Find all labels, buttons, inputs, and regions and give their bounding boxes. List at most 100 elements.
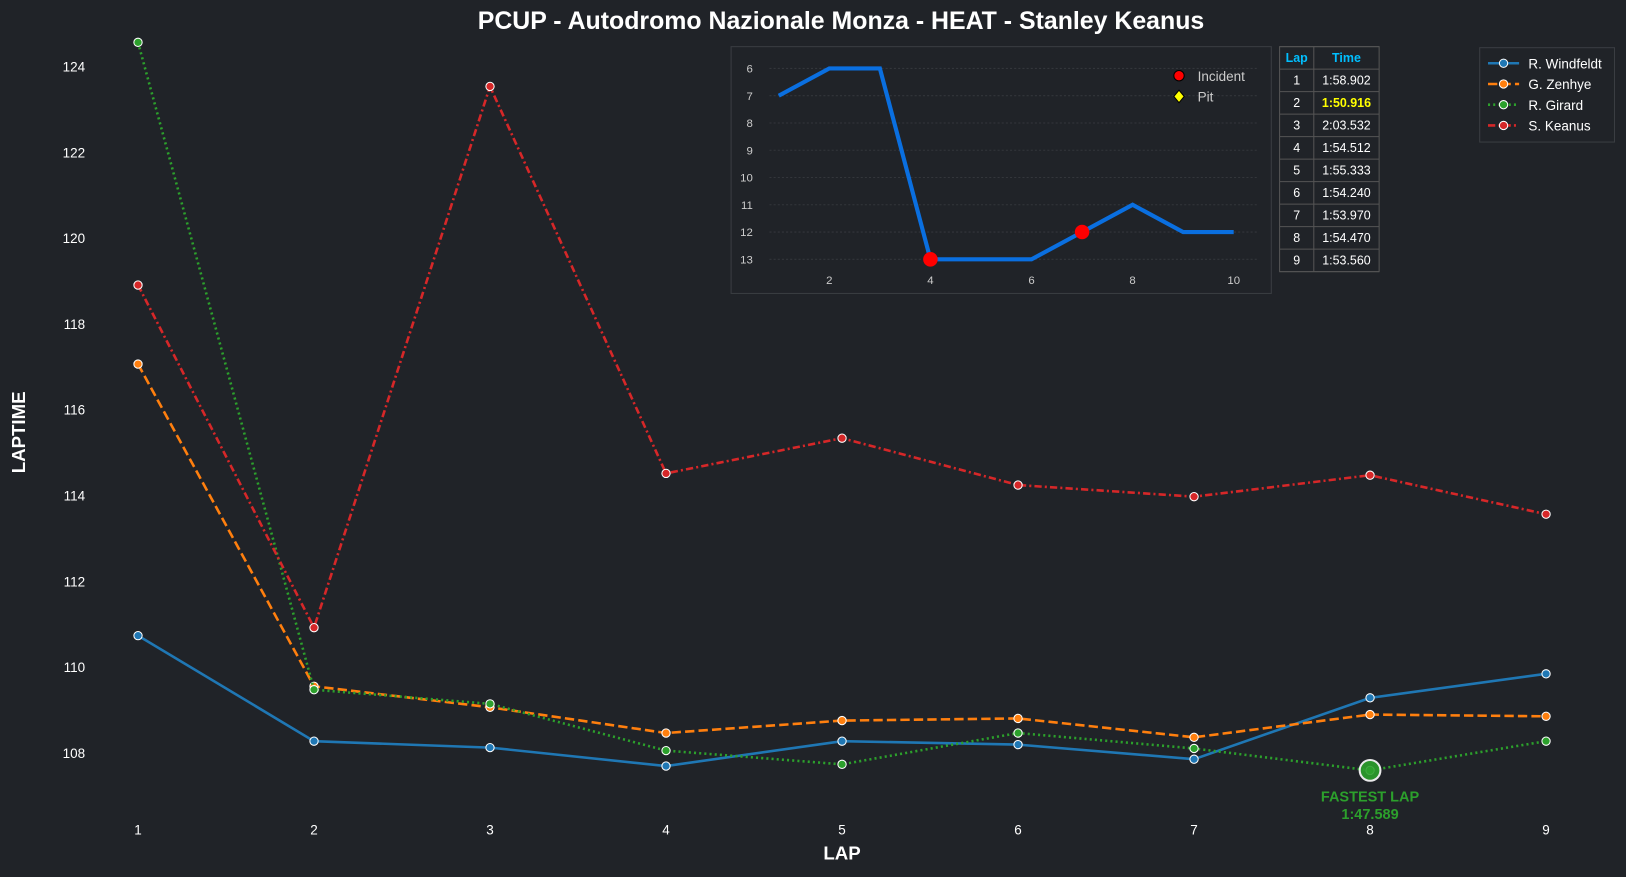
data-point xyxy=(1541,736,1551,746)
data-point xyxy=(1189,743,1199,754)
table-cell-time: 1:50.916 xyxy=(1322,96,1371,110)
x-tick-label: 4 xyxy=(662,823,670,838)
inset-legend-pit: Pit xyxy=(1198,90,1214,105)
y-tick-label: 108 xyxy=(63,746,85,761)
legend-marker-icon xyxy=(1498,120,1509,131)
inset-y-tick-label: 7 xyxy=(747,91,753,103)
table-cell-lap: 1 xyxy=(1293,74,1300,88)
data-point xyxy=(1013,728,1023,738)
legend-marker-icon xyxy=(1498,58,1509,68)
data-point xyxy=(661,728,671,738)
data-point xyxy=(485,81,495,92)
data-point xyxy=(1365,709,1375,720)
inset-y-tick-label: 10 xyxy=(740,173,753,185)
data-point xyxy=(1013,739,1023,750)
x-axis-label: LAP xyxy=(823,843,860,864)
data-point xyxy=(1013,480,1023,490)
data-point xyxy=(485,742,495,753)
data-point xyxy=(309,685,319,695)
data-point xyxy=(1189,732,1199,742)
incident-legend-icon xyxy=(1173,69,1185,82)
inset-y-tick-label: 12 xyxy=(740,227,753,239)
data-point xyxy=(133,630,143,641)
data-point xyxy=(837,715,847,726)
data-point xyxy=(133,359,143,369)
inset-legend-incident: Incident xyxy=(1198,69,1245,84)
data-point xyxy=(485,699,495,709)
x-tick-label: 3 xyxy=(486,823,494,838)
x-tick-label: 5 xyxy=(838,823,846,838)
y-tick-label: 112 xyxy=(64,574,85,589)
table-header: Lap xyxy=(1286,51,1309,65)
legend-entry-label: R. Windfeldt xyxy=(1528,56,1602,71)
table-header: Time xyxy=(1332,51,1361,65)
data-point xyxy=(1541,509,1551,519)
y-tick-label: 124 xyxy=(63,60,86,75)
data-point xyxy=(1013,713,1023,724)
fastest-lap-annotation: FASTEST LAP 1:47.589 xyxy=(1321,789,1420,823)
inset-x-tick-label: 2 xyxy=(826,275,832,287)
y-tick-label: 110 xyxy=(64,660,85,675)
chart-title: PCUP - Autodromo Nazionale Monza - HEAT … xyxy=(478,7,1205,35)
inset-x-tick-label: 10 xyxy=(1227,275,1240,287)
incident-marker xyxy=(923,252,938,267)
data-point xyxy=(1189,754,1199,764)
inset-y-tick-label: 13 xyxy=(740,254,753,266)
data-point xyxy=(309,622,319,633)
y-axis-label: LAPTIME xyxy=(8,391,29,473)
inset-y-tick-label: 11 xyxy=(741,200,753,212)
fastest-lap-marker xyxy=(1358,758,1382,782)
table-cell-lap: 3 xyxy=(1293,119,1300,133)
data-point xyxy=(837,759,847,770)
pit-legend-icon xyxy=(1173,89,1185,104)
table-cell-lap: 9 xyxy=(1293,254,1300,268)
x-tick-label: 9 xyxy=(1542,823,1550,838)
data-point xyxy=(1541,669,1551,679)
inset-position-line xyxy=(777,66,1234,262)
x-tick-label: 6 xyxy=(1014,823,1022,838)
lap-times-table: Lap Time 1 1:58.902 2 1:50.916 3 2:03.532 4 1:54.… xyxy=(1279,46,1380,273)
inset-x-tick-label: 8 xyxy=(1129,275,1135,287)
table-cell-time: 1:54.512 xyxy=(1322,141,1370,155)
y-tick-label: 122 xyxy=(63,145,85,160)
table-cell-time: 2:03.532 xyxy=(1322,119,1370,133)
table-cell-time: 1:55.333 xyxy=(1322,164,1370,178)
legend-entry-label: S. Keanus xyxy=(1528,119,1590,134)
data-point xyxy=(661,761,671,771)
y-tick-label: 116 xyxy=(64,403,85,418)
data-point xyxy=(1365,470,1375,480)
data-point xyxy=(837,433,847,443)
y-tick-label: 118 xyxy=(64,317,85,332)
table-cell-time: 1:58.902 xyxy=(1322,74,1370,88)
legend-marker-icon xyxy=(1498,100,1509,110)
table-cell-time: 1:54.470 xyxy=(1322,231,1370,245)
y-tick-label: 120 xyxy=(63,231,85,246)
data-point xyxy=(837,736,847,746)
x-tick-label: 1 xyxy=(134,823,142,838)
series-line-r-girard xyxy=(136,41,1547,772)
legend-entry-label: R. Girard xyxy=(1528,98,1583,113)
table-cell-lap: 5 xyxy=(1293,164,1300,178)
data-point xyxy=(661,468,671,479)
inset-x-tick-label: 6 xyxy=(1028,275,1034,287)
table-cell-lap: 6 xyxy=(1293,186,1300,200)
legend-entry-label: G. Zenhye xyxy=(1528,77,1591,92)
data-point xyxy=(1541,711,1551,721)
inset-y-tick-label: 8 xyxy=(747,118,753,130)
data-point xyxy=(1189,491,1199,502)
position-inset-chart: 6 7 8 9 10 11 12 13 2 4 6 8 10 Incident Pit xyxy=(730,46,1272,294)
table-cell-lap: 2 xyxy=(1293,96,1300,110)
table-cell-lap: 7 xyxy=(1293,209,1300,223)
fastest-lap-value: 1:47.589 xyxy=(1341,807,1398,823)
table-cell-time: 1:53.560 xyxy=(1322,254,1370,268)
fastest-lap-label: FASTEST LAP xyxy=(1321,789,1420,805)
incident-marker xyxy=(1074,224,1090,240)
data-point xyxy=(1365,693,1375,703)
y-tick-label: 114 xyxy=(64,489,86,504)
x-tick-label: 7 xyxy=(1190,823,1198,838)
inset-y-tick-label: 6 xyxy=(747,64,753,76)
table-cell-time: 1:53.970 xyxy=(1322,209,1370,223)
inset-x-tick-label: 4 xyxy=(927,275,933,287)
